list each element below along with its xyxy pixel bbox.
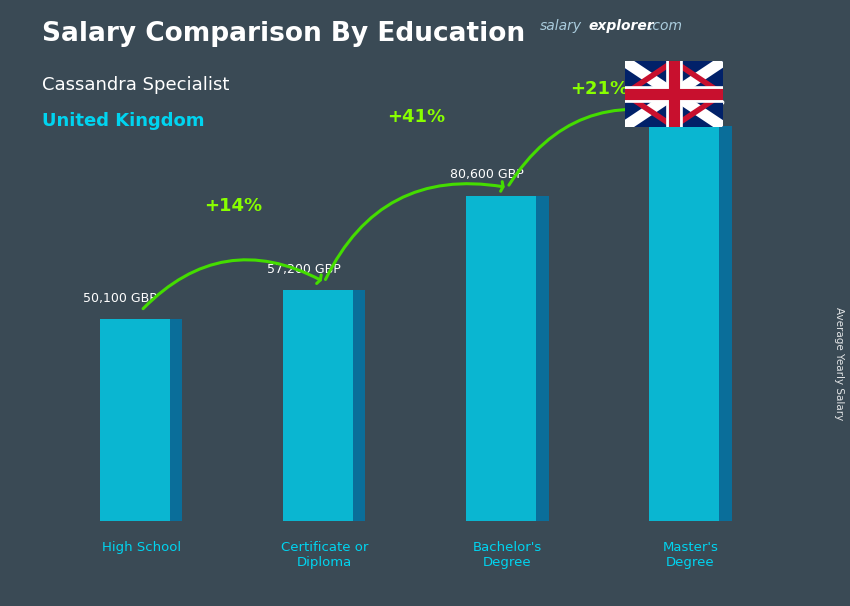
Text: 57,200 GBP: 57,200 GBP: [267, 263, 340, 276]
Polygon shape: [536, 196, 548, 521]
Polygon shape: [100, 319, 169, 521]
Text: +14%: +14%: [204, 197, 262, 215]
Polygon shape: [169, 319, 183, 521]
Polygon shape: [283, 290, 353, 521]
Text: salary: salary: [540, 19, 582, 33]
Text: Certificate or
Diploma: Certificate or Diploma: [280, 541, 368, 568]
Text: 97,700 GBP: 97,700 GBP: [651, 99, 725, 112]
Polygon shape: [353, 290, 366, 521]
Text: 80,600 GBP: 80,600 GBP: [450, 168, 524, 181]
Text: +21%: +21%: [570, 80, 628, 98]
Polygon shape: [466, 196, 536, 521]
Text: Master's
Degree: Master's Degree: [663, 541, 718, 568]
Text: Cassandra Specialist: Cassandra Specialist: [42, 76, 230, 94]
Polygon shape: [719, 127, 732, 521]
Polygon shape: [649, 127, 719, 521]
Text: explorer: explorer: [588, 19, 654, 33]
Text: 50,100 GBP: 50,100 GBP: [83, 291, 157, 305]
Text: Average Yearly Salary: Average Yearly Salary: [834, 307, 844, 420]
Text: High School: High School: [101, 541, 181, 553]
Text: .com: .com: [648, 19, 682, 33]
Text: United Kingdom: United Kingdom: [42, 112, 205, 130]
Text: +41%: +41%: [387, 108, 445, 126]
Text: Salary Comparison By Education: Salary Comparison By Education: [42, 21, 525, 47]
Text: Bachelor's
Degree: Bachelor's Degree: [473, 541, 542, 568]
